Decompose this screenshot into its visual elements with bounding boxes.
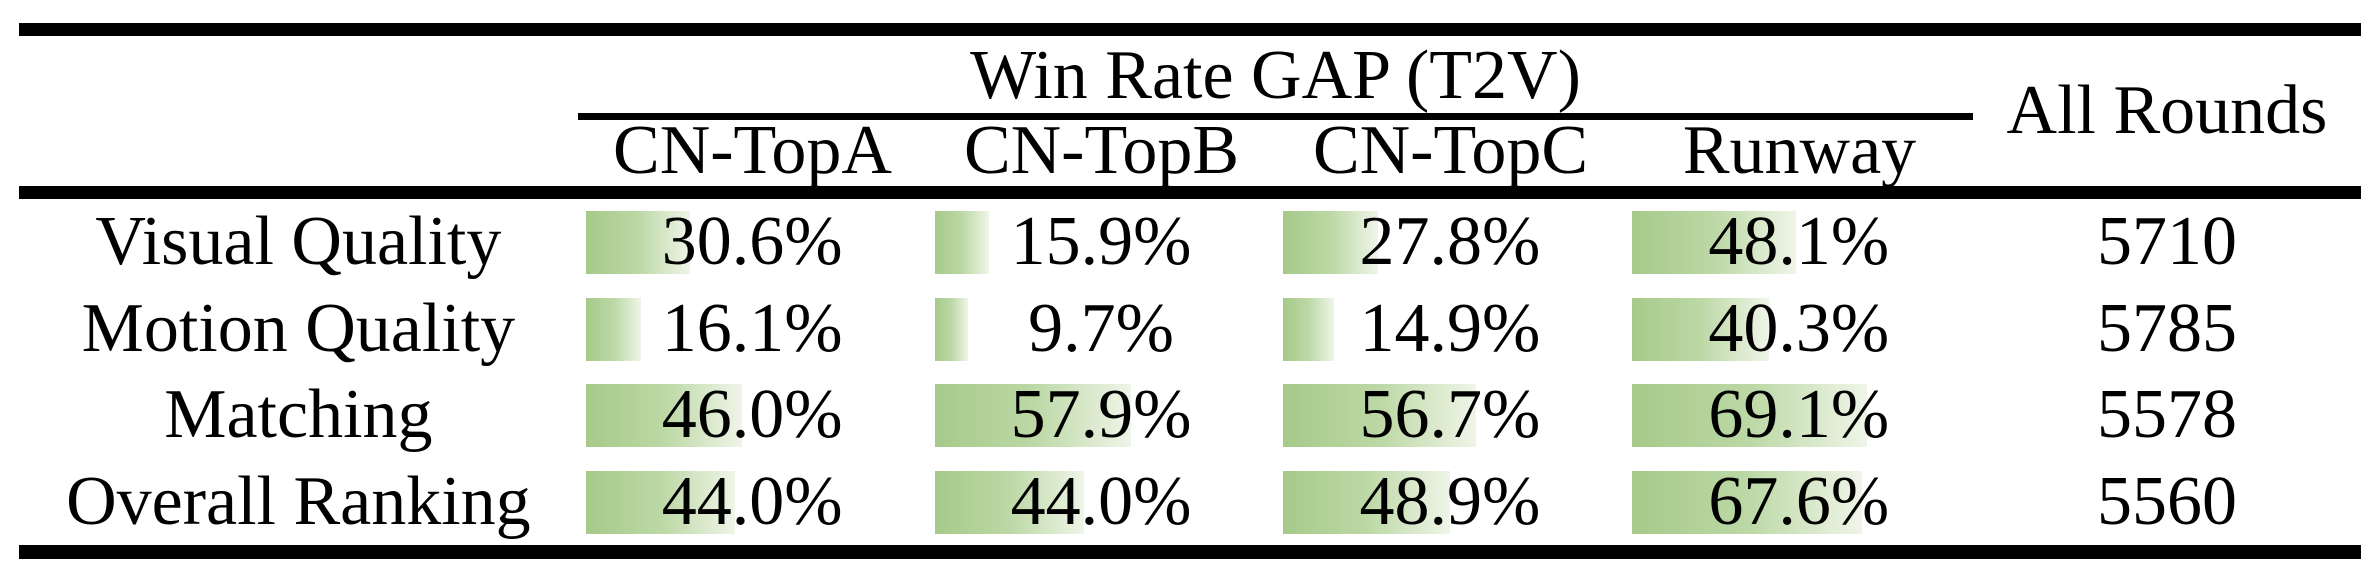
data-cell: 44.0% [927, 459, 1276, 546]
win-rate-bar [1283, 470, 1450, 534]
win-rate-value: 67.6% [1708, 462, 1890, 540]
win-rate-bar-track [585, 211, 926, 274]
win-rate-value: 27.8% [1359, 203, 1541, 280]
bottom-rule [19, 545, 2361, 559]
win-rate-bar [934, 470, 1085, 534]
data-cell: 14.9% [1275, 286, 1624, 373]
data-cell: 44.0% [578, 459, 927, 546]
column-header-cn-topc: CN-TopC [1312, 112, 1589, 189]
row-label: Matching [164, 376, 433, 453]
win-rate-value: 16.1% [661, 289, 843, 367]
column-header-cn-topb: CN-TopB [963, 112, 1240, 189]
win-rate-value: 56.7% [1359, 376, 1541, 453]
win-rate-value: 48.1% [1708, 203, 1890, 280]
win-rate-value: 30.6% [661, 203, 843, 280]
data-cell: 48.1% [1624, 199, 1973, 286]
data-cell: 27.8% [1275, 199, 1624, 286]
win-rate-bar [934, 211, 989, 274]
row-label: Overall Ranking [66, 462, 531, 540]
data-cell: 69.1% [1624, 372, 1973, 459]
win-rate-bar-track [1632, 470, 1972, 534]
win-rate-bar [585, 384, 743, 447]
win-rate-value: 46.0% [661, 376, 843, 453]
win-rate-bar [585, 211, 690, 274]
win-rate-bar [1632, 470, 1863, 534]
top-rule [19, 23, 2361, 36]
win-rate-bar-track [585, 470, 926, 534]
win-rate-bar-track [1283, 211, 1623, 274]
results-table: Win Rate GAP (T2V) All Rounds CN-TopA CN… [19, 23, 2361, 559]
win-rate-bar [585, 470, 736, 534]
data-cell: 46.0% [578, 372, 927, 459]
table-row-matching: Matching 46.0% 57.9% 56.7% 69.1% 5578 [19, 372, 2361, 459]
win-rate-bar [1632, 297, 1770, 361]
data-cell: 40.3% [1624, 286, 1973, 373]
row-label: Motion Quality [81, 289, 516, 367]
table-body: Visual Quality 30.6% 15.9% 27.8% 48.1% 5… [19, 199, 2361, 545]
win-rate-bar-track [1632, 211, 1972, 274]
subheader-spacer [19, 120, 578, 186]
win-rate-value: 40.3% [1708, 289, 1890, 367]
win-rate-bar [1632, 211, 1796, 274]
all-rounds-value: 5710 [2097, 203, 2238, 280]
data-cell: 15.9% [927, 199, 1276, 286]
group-header-win-rate-gap: Win Rate GAP (T2V) [970, 37, 1581, 114]
group-header-underline-rule [578, 113, 1973, 120]
win-rate-value: 15.9% [1010, 203, 1192, 280]
win-rate-value: 69.1% [1708, 376, 1890, 453]
row-label: Visual Quality [95, 203, 502, 280]
data-cell: 56.7% [1275, 372, 1624, 459]
win-rate-bar [934, 384, 1132, 447]
win-rate-bar-track [585, 384, 926, 447]
all-rounds-value: 5560 [2097, 462, 2238, 540]
win-rate-value: 57.9% [1010, 376, 1192, 453]
win-rate-bar-track [934, 211, 1275, 274]
win-rate-bar-track [1283, 384, 1623, 447]
win-rate-value: 9.7% [1028, 289, 1174, 367]
data-cell: 9.7% [927, 286, 1276, 373]
win-rate-bar-track [934, 384, 1275, 447]
column-header-all-rounds: All Rounds [2006, 72, 2328, 149]
subheader-row: CN-TopA CN-TopB CN-TopC Runway [19, 112, 2361, 189]
win-rate-bar [1283, 211, 1378, 274]
win-rate-bar-track [585, 297, 926, 361]
data-cell: 30.6% [578, 199, 927, 286]
win-rate-value: 14.9% [1359, 289, 1541, 367]
all-rounds-value: 5578 [2097, 376, 2238, 453]
win-rate-bar [934, 297, 968, 361]
header-separator-rule [19, 186, 2361, 199]
win-rate-bar [1283, 297, 1335, 361]
win-rate-bar-track [934, 297, 1275, 361]
data-cell: 16.1% [578, 286, 927, 373]
column-header-cn-topa: CN-TopA [613, 112, 892, 189]
data-cell: 67.6% [1624, 459, 1973, 546]
table-row-motion-quality: Motion Quality 16.1% 9.7% 14.9% 40.3% 57… [19, 286, 2361, 373]
win-rate-bar-track [1283, 470, 1623, 534]
win-rate-bar [585, 297, 641, 361]
data-cell: 48.9% [1275, 459, 1624, 546]
win-rate-bar-track [1632, 384, 1972, 447]
win-rate-bar-track [1283, 297, 1623, 361]
column-header-runway: Runway [1682, 112, 1917, 189]
win-rate-bar-track [934, 470, 1275, 534]
all-rounds-value: 5785 [2097, 289, 2238, 367]
data-cell: 57.9% [927, 372, 1276, 459]
win-rate-value: 44.0% [661, 462, 843, 540]
table-row-visual-quality: Visual Quality 30.6% 15.9% 27.8% 48.1% 5… [19, 199, 2361, 286]
win-rate-bar [1632, 384, 1868, 447]
win-rate-bar [1283, 384, 1477, 447]
win-rate-value: 44.0% [1010, 462, 1192, 540]
win-rate-value: 48.9% [1359, 462, 1541, 540]
table-row-overall-ranking: Overall Ranking 44.0% 44.0% 48.9% 67.6% … [19, 459, 2361, 546]
win-rate-bar-track [1632, 297, 1972, 361]
